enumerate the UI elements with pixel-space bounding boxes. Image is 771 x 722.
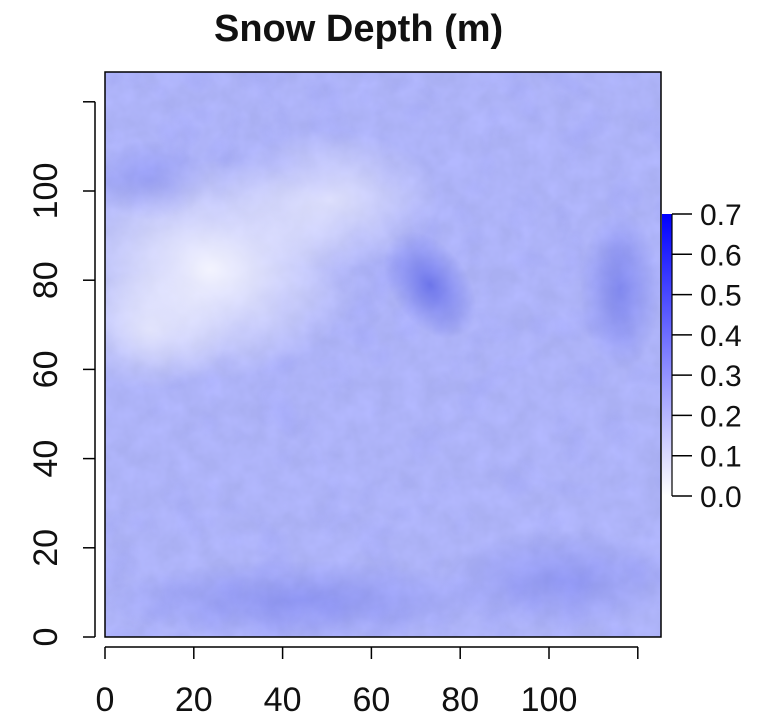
x-axis: 0 20 40 60 80 100 bbox=[96, 646, 639, 719]
y-tick-label: 0 bbox=[27, 628, 65, 647]
heatmap-field bbox=[105, 72, 661, 637]
colorbar-tick-label: 0.1 bbox=[700, 441, 742, 474]
chart-title: Snow Depth (m) bbox=[214, 8, 504, 50]
y-tick-label: 20 bbox=[27, 529, 65, 567]
y-tick-label: 60 bbox=[27, 350, 65, 388]
y-tick-label: 40 bbox=[27, 440, 65, 478]
colorbar-tick-label: 0.6 bbox=[700, 239, 742, 272]
colorbar-tick-label: 0.3 bbox=[700, 360, 742, 393]
plot-frame bbox=[104, 71, 662, 638]
colorbar-tick-label: 0.7 bbox=[700, 199, 742, 232]
x-tick-label: 60 bbox=[352, 681, 390, 719]
x-tick-label: 0 bbox=[96, 681, 115, 719]
y-tick-label: 80 bbox=[27, 261, 65, 299]
colorbar-tick-label: 0.2 bbox=[700, 400, 742, 433]
colorbar-tick-label: 0.0 bbox=[700, 481, 742, 514]
x-tick-label: 80 bbox=[441, 681, 479, 719]
y-axis: 0 20 40 60 80 100 bbox=[27, 101, 96, 647]
colorbar-axis: 0.0 0.1 0.2 0.3 0.4 0.5 0.6 0.7 bbox=[671, 199, 742, 514]
y-tick-label: 100 bbox=[27, 163, 65, 220]
x-tick-label: 40 bbox=[264, 681, 302, 719]
colorbar bbox=[662, 214, 672, 496]
x-tick-label: 100 bbox=[521, 681, 578, 719]
colorbar-tick-label: 0.4 bbox=[700, 320, 742, 353]
x-tick-label: 20 bbox=[175, 681, 213, 719]
colorbar-tick-label: 0.5 bbox=[700, 280, 742, 313]
